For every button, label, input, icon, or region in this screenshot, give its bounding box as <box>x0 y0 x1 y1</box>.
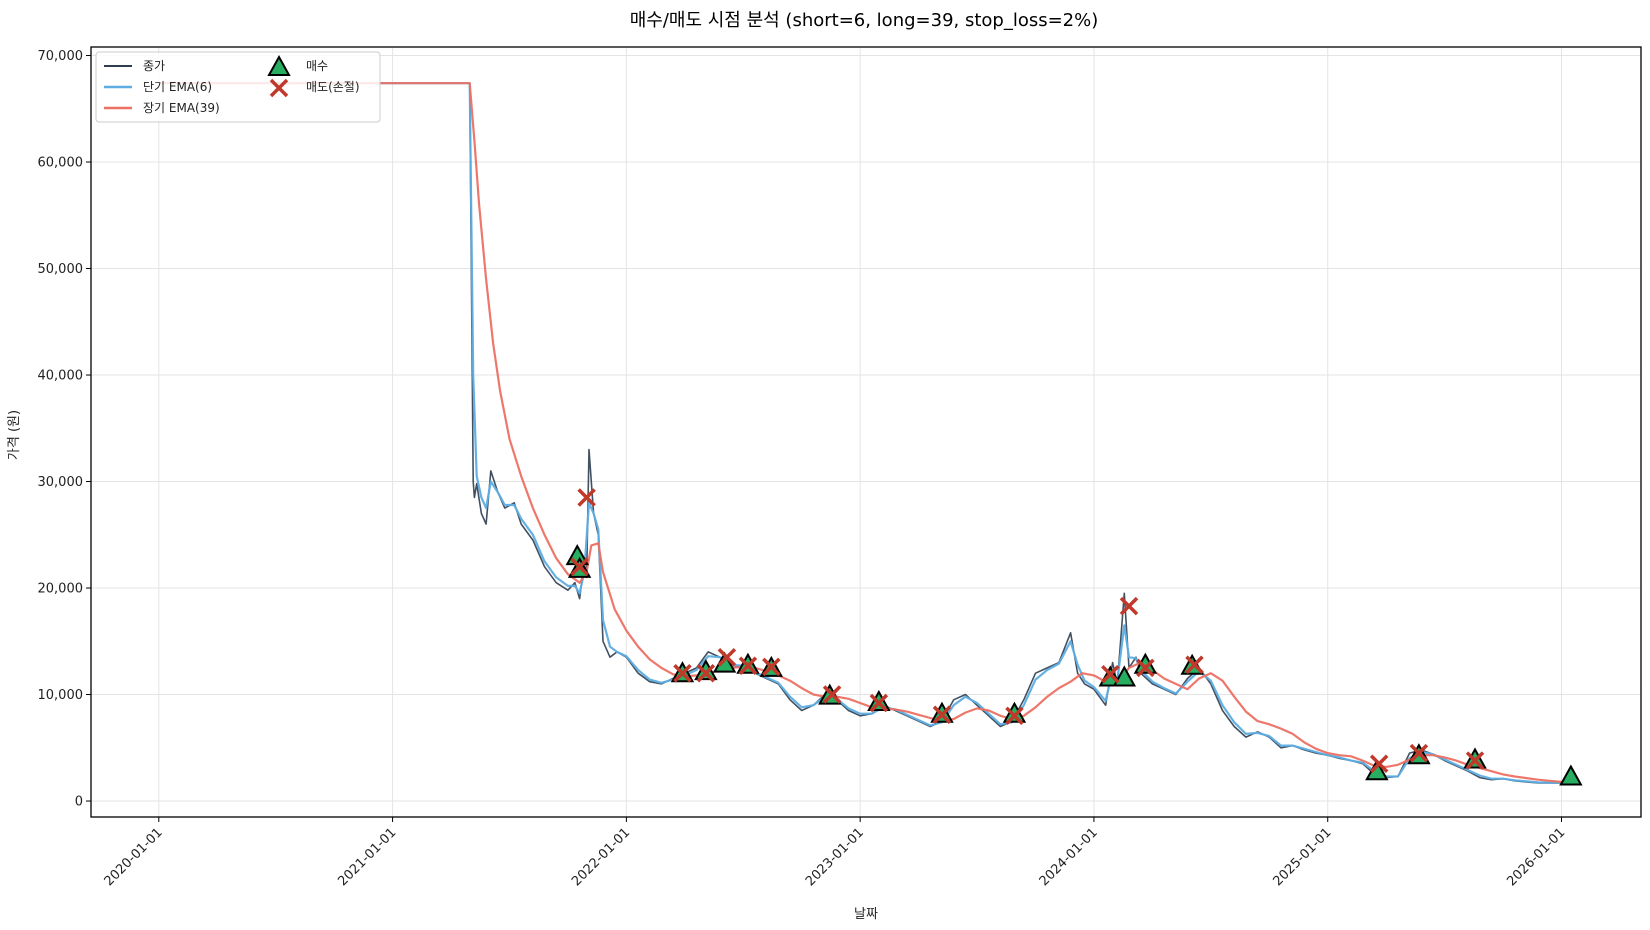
legend-swatch-buy <box>267 54 291 76</box>
sell-marker <box>1119 596 1139 616</box>
x-axis-ticks: 2020-01-01 2021-01-01 2022-01-01 2023-01-01… <box>102 817 1568 889</box>
sell-marker <box>932 705 952 724</box>
x-tick-label: 2020-01-01 <box>102 825 166 889</box>
buy-marker <box>1002 701 1027 723</box>
sell-marker <box>822 685 842 704</box>
x-tick-label: 2026-01-01 <box>1504 825 1568 889</box>
legend-label-close: 종가 <box>143 59 165 73</box>
chart-title: 매수/매도 시점 분석 (short=6, long=39, stop_loss… <box>630 10 1099 31</box>
grid <box>91 47 1641 817</box>
plot-frame <box>90 46 1642 818</box>
y-tick-label: 40,000 <box>38 369 84 384</box>
sell-marker <box>1369 754 1389 773</box>
x-tick-label: 2021-01-01 <box>335 825 399 889</box>
y-tick-label: 20,000 <box>38 582 84 597</box>
sell-marker <box>696 663 716 683</box>
legend-box <box>95 51 381 123</box>
sell-marker <box>738 656 758 676</box>
sell-marker <box>1101 665 1120 684</box>
x-tick-label: 2023-01-01 <box>803 825 867 889</box>
sell-marker <box>577 488 596 507</box>
sell-marker <box>762 657 781 677</box>
sell-marker <box>570 557 589 576</box>
sell-marker <box>673 663 692 683</box>
y-tick-label: 70,000 <box>38 49 84 64</box>
sell-marker <box>1465 751 1485 770</box>
sell-marker <box>717 648 737 667</box>
legend-label-long-ema: 장기 EMA(39) <box>143 101 220 115</box>
sell-marker <box>1136 658 1155 678</box>
legend-label-short-ema: 단기 EMA(6) <box>143 80 212 94</box>
x-tick-label: 2025-01-01 <box>1271 825 1335 889</box>
sell-marker <box>869 693 889 713</box>
y-tick-label: 50,000 <box>38 262 84 277</box>
buy-marker <box>1559 764 1583 786</box>
x-tick-label: 2024-01-01 <box>1037 825 1101 889</box>
y-tick-label: 30,000 <box>38 475 84 490</box>
legend-label-sell: 매도(손절) <box>306 80 360 94</box>
y-tick-label: 0 <box>75 795 83 810</box>
signal-markers <box>565 488 1583 786</box>
y-tick-label: 10,000 <box>38 688 84 703</box>
series-short-ema-line <box>158 82 1562 784</box>
y-axis-ticks: 0 10,000 20,000 30,000 40,000 50,000 60,000 70,… <box>38 49 91 810</box>
sell-marker <box>1005 706 1024 726</box>
legend: 종가 단기 EMA(6) 장기 EMA(39) 매수 매도(손절) <box>95 51 381 123</box>
x-axis-label: 날짜 <box>854 907 878 922</box>
x-tick-label: 2022-01-01 <box>569 825 633 889</box>
y-tick-label: 60,000 <box>38 156 84 171</box>
legend-label-buy: 매수 <box>306 59 328 73</box>
legend-swatch-sell <box>269 78 289 98</box>
y-axis-label: 가격 (원) <box>7 410 22 460</box>
series-long-ema-line <box>158 82 1562 783</box>
sell-marker <box>1185 655 1204 674</box>
sell-marker <box>1409 743 1429 763</box>
